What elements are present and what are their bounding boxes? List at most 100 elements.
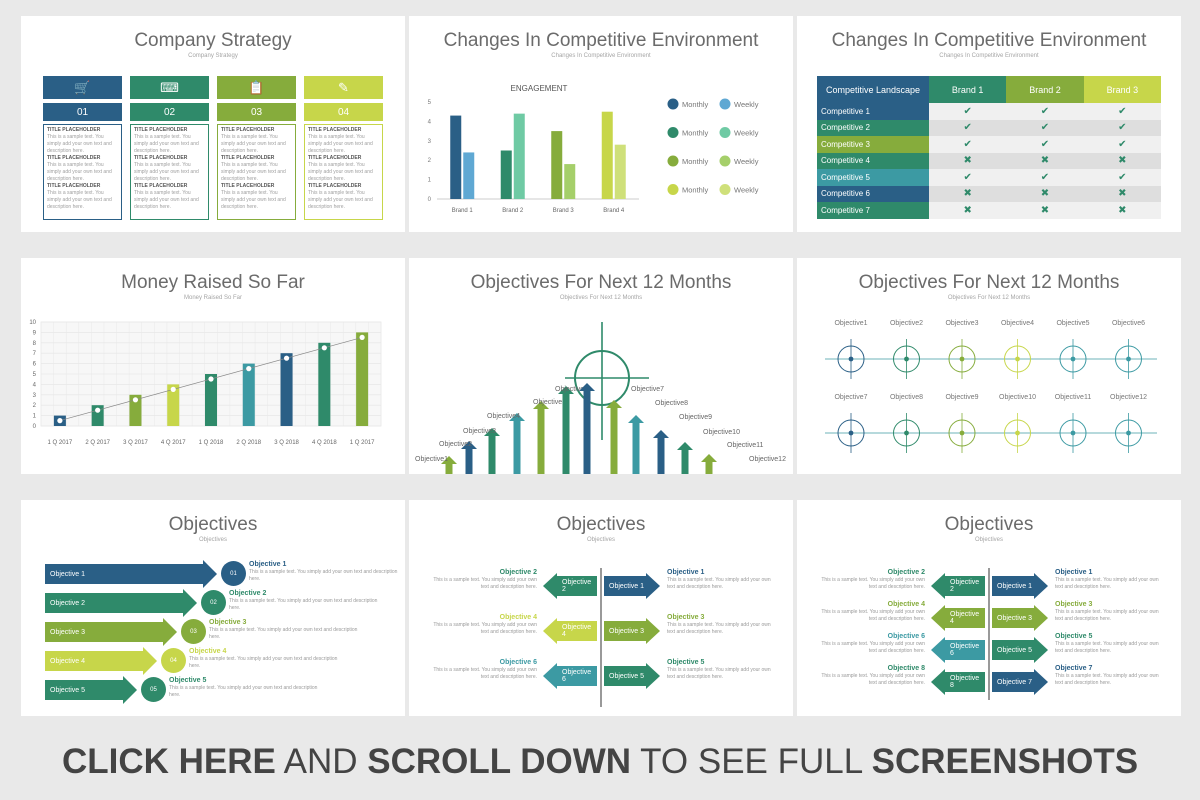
objective-arrow-right[interactable]: Objective 7 — [992, 672, 1034, 692]
arrow-shaft — [445, 462, 453, 474]
objective-label: Objective4 — [487, 413, 520, 420]
arrow-head — [701, 454, 717, 462]
placeholder-text: This is a sample text. You simply add yo… — [308, 190, 373, 210]
objective-description: This is a sample text. You simply add yo… — [433, 667, 537, 680]
arrow-shaft — [632, 421, 640, 474]
x-tick-label: Brand 1 — [452, 208, 474, 214]
placeholder-text: This is a sample text. You simply add yo… — [47, 134, 112, 154]
bar-monthly — [551, 131, 563, 199]
y-tick-label: 4 — [33, 382, 37, 388]
y-tick-label: 0 — [33, 424, 37, 430]
x-tick-label: 1 Q 2017 — [350, 440, 375, 446]
bar — [205, 374, 217, 426]
objective-arrow-right[interactable]: Objective 5 — [992, 640, 1034, 660]
objective-arrow-left[interactable]: Objective 2 — [557, 576, 597, 596]
check-icon: ✔ — [1006, 103, 1084, 120]
table-row: Competitive 4 ✖ ✖ ✖ — [817, 152, 1161, 169]
footer-click-here[interactable]: CLICK HERE — [61, 742, 276, 781]
placeholder-title: TITLE PLACEHOLDER — [221, 183, 275, 189]
x-tick-label: 3 Q 2018 — [274, 440, 299, 446]
objective-arrow-right[interactable]: Objective 3 — [992, 608, 1034, 628]
legend-marker — [719, 155, 731, 167]
arrow-right-head-icon — [1034, 669, 1048, 695]
objective-label: Objective9 — [945, 394, 978, 401]
objective-arrow-right[interactable]: Objective 3 — [604, 621, 646, 641]
x-tick-label: 2 Q 2018 — [236, 440, 261, 446]
objective-label: Objective9 — [679, 414, 712, 421]
objective-arrow[interactable]: Objective 1 — [45, 564, 203, 584]
slide-company-strategy[interactable]: Company Strategy Company Strategy 🛒 01 TIT… — [21, 16, 405, 232]
objective-arrow-left[interactable]: Objective 6 — [557, 666, 597, 686]
slide-engagement-chart[interactable]: Changes In Competitive Environment Chang… — [409, 16, 793, 232]
slide-subtitle: Changes In Competitive Environment — [939, 53, 1039, 59]
objective-arrow-left[interactable]: Objective 4 — [945, 608, 985, 628]
slide-money-raised[interactable]: Money Raised So Far Money Raised So Far … — [21, 258, 405, 474]
objective-arrow[interactable]: Objective 5 — [45, 680, 123, 700]
objective-title: Objective 2 — [229, 590, 267, 597]
objective-label: Objective2 — [439, 441, 472, 448]
objective-arrow-left[interactable]: Objective 6 — [945, 640, 985, 660]
legend-marker — [667, 155, 679, 167]
y-tick-label: 5 — [33, 372, 37, 378]
x-tick-label: 3 Q 2017 — [123, 440, 148, 446]
slide-objectives-split-8[interactable]: Objectives Objectives Objective 2 Objecti… — [797, 500, 1181, 716]
placeholder-title: TITLE PLACEHOLDER — [134, 155, 188, 161]
objective-title: Objective 1 — [1055, 569, 1093, 576]
center-divider — [988, 568, 990, 700]
objective-description: This is a sample text. You simply add yo… — [821, 609, 925, 622]
slide-objectives-split-6[interactable]: Objectives Objectives Objective 2 Objecti… — [409, 500, 793, 716]
objective-arrow-right[interactable]: Objective 5 — [604, 666, 646, 686]
objective-arrow[interactable]: Objective 3 — [45, 622, 163, 642]
legend-label: Weekly — [734, 129, 759, 138]
objectives-arrows-graphic: Objective1 Objective2 Objective3 Objective4… — [415, 322, 786, 474]
x-tick-label: 2 Q 2017 — [85, 440, 110, 446]
y-tick-label: 0 — [428, 197, 432, 203]
legend-label: Weekly — [734, 100, 759, 109]
objective-label: Objective8 — [655, 400, 688, 407]
arrow-head-icon — [143, 647, 157, 675]
objective-arrow-right[interactable]: Objective 1 — [992, 576, 1034, 596]
slide-objectives-list[interactable]: Objectives Objectives Objective 1 01 Objec… — [21, 500, 405, 716]
table-header: Brand 2 — [1006, 76, 1084, 103]
objective-title: Objective 7 — [1055, 665, 1093, 672]
row-label: Competitive 1 — [817, 103, 929, 120]
strategy-number: 02 — [130, 103, 209, 121]
y-tick-label: 1 — [33, 414, 37, 420]
placeholder-title: TITLE PLACEHOLDER — [47, 183, 101, 189]
arrow-shaft — [562, 392, 570, 474]
arrow-shaft — [513, 419, 521, 474]
x-tick-label: Brand 3 — [553, 208, 575, 214]
objective-arrow-left[interactable]: Objective 4 — [557, 621, 597, 641]
slide-objectives-targets[interactable]: Objectives For Next 12 Months Objectives… — [797, 258, 1181, 474]
data-point — [283, 355, 290, 361]
y-tick-label: 10 — [29, 320, 36, 326]
objective-label: Objective4 — [1001, 320, 1034, 327]
clipboard-icon: 📋 — [217, 76, 296, 99]
objective-arrow[interactable]: Objective 2 — [45, 593, 183, 613]
objective-arrow-left[interactable]: Objective 2 — [945, 576, 985, 596]
placeholder-text: This is a sample text. You simply add yo… — [134, 134, 199, 154]
objective-arrow-right[interactable]: Objective 1 — [604, 576, 646, 596]
objective-label: Objective1 — [834, 320, 867, 327]
strategy-box: TITLE PLACEHOLDER This is a sample text. … — [43, 124, 122, 220]
bar-weekly — [513, 113, 525, 199]
y-tick-label: 5 — [428, 100, 432, 106]
slide-objectives-arrows[interactable]: Objectives For Next 12 Months Objectives… — [409, 258, 793, 474]
x-tick-label: 1 Q 2018 — [199, 440, 224, 446]
objective-arrow-left[interactable]: Objective 8 — [945, 672, 985, 692]
money-raised-chart: 0 1 2 3 4 5 6 7 8 9 10 1 Q 2017 2 Q 2017 3 Q 2017 4 Q … — [29, 320, 382, 446]
target-center — [1126, 430, 1131, 436]
objective-title: Objective 6 — [499, 659, 537, 666]
footer-cta[interactable]: CLICK HERE AND SCROLL DOWN TO SEE FULL S… — [0, 742, 1200, 782]
bar — [242, 363, 255, 426]
slide-subtitle: Objectives — [586, 537, 615, 543]
bar — [129, 394, 142, 426]
slide-competitive-table[interactable]: Changes In Competitive Environment Chang… — [797, 16, 1181, 232]
slide-title: Objectives For Next 12 Months — [470, 272, 732, 293]
objective-description: This is a sample text. You simply add yo… — [821, 641, 925, 654]
strategy-column: ✎ 04 TITLE PLACEHOLDER This is a sample tex… — [304, 76, 383, 220]
arrow-shaft — [681, 448, 689, 474]
strategy-column: 🛒 01 TITLE PLACEHOLDER This is a sample tex… — [43, 76, 122, 220]
objective-arrow[interactable]: Objective 4 — [45, 651, 143, 671]
objective-label: Objective11 — [1055, 394, 1092, 401]
